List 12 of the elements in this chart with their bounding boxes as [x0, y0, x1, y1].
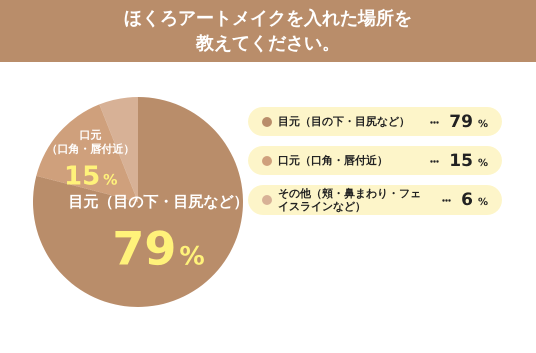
data-label: 15% [64, 161, 118, 192]
text: 79% [449, 112, 488, 132]
data-label: 6% [461, 190, 488, 210]
legend-label: 口元（口角・唇付近） [278, 154, 389, 167]
data-label: 79% [112, 222, 205, 276]
slice-label: 目元（目の下・目尻など） [68, 192, 249, 211]
legend-label: 目元（目の下・目尻など） [278, 115, 411, 128]
legend-label: その他（頬・鼻まわり・フェイスラインなど） [278, 187, 422, 213]
slice-label: 口元（口角・唇付近） [46, 128, 135, 156]
chart-title: ほくろアートメイクを入れた場所を教えてください。 [123, 7, 413, 56]
pie-slice [33, 97, 243, 307]
text: 15% [449, 150, 488, 170]
